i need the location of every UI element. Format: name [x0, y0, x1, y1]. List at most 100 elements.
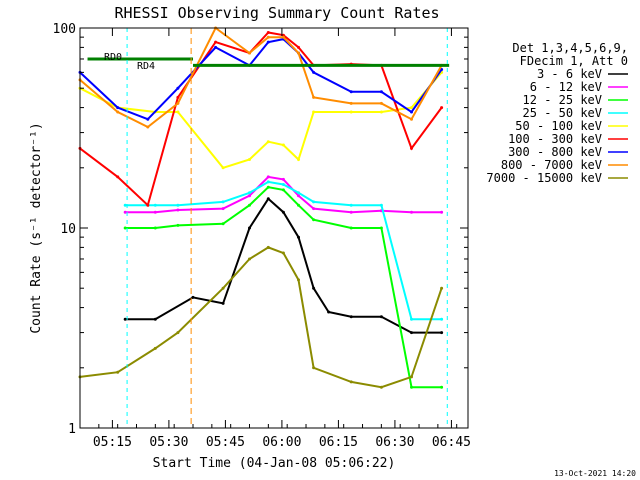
series-6-point-10 — [349, 90, 353, 94]
series-2-point-6 — [281, 188, 285, 192]
series-8-point-3 — [176, 331, 180, 335]
y-axis-label: Count Rate (s⁻¹ detector⁻¹) — [29, 122, 44, 333]
series-6-point-2 — [146, 117, 150, 121]
series-1-point-9 — [349, 210, 353, 214]
series-1-point-0 — [123, 210, 127, 214]
series-3-point-3 — [221, 200, 225, 204]
legend-label-5: 100 - 300 keV — [508, 132, 602, 146]
series-2-point-11 — [410, 385, 413, 389]
series-1-point-12 — [440, 210, 444, 214]
series-3-point-2 — [176, 203, 180, 207]
series-1-point-7 — [297, 194, 300, 198]
chart-title: RHESSI Observing Summary Count Rates — [114, 4, 439, 22]
rd0-label: RD0 — [104, 52, 122, 63]
legend-label-3: 25 - 50 keV — [523, 106, 602, 120]
series-5-point-6 — [266, 31, 270, 34]
series-6-point-9 — [312, 70, 316, 74]
series-7-point-2 — [146, 125, 150, 129]
series-4-point-8 — [297, 158, 300, 161]
legend-header-line-2: FDecim 1, Att 0 — [520, 54, 628, 68]
series-4-point-6 — [266, 140, 270, 144]
x-tick-label-3: 06:00 — [262, 435, 301, 450]
series-7-point-12 — [410, 117, 413, 121]
rd-layer — [87, 28, 450, 428]
series-2-point-3 — [221, 222, 225, 226]
x-tick-label-4: 06:15 — [319, 435, 358, 450]
series-3-point-1 — [153, 203, 157, 207]
series-2-point-7 — [297, 203, 300, 207]
series-8-point-5 — [248, 257, 251, 261]
series-1-point-5 — [266, 175, 270, 179]
series-2-point-2 — [176, 223, 180, 227]
series-3-point-5 — [266, 180, 270, 184]
timestamp: 13-Oct-2021 14:20 — [554, 469, 636, 478]
series-3-point-9 — [349, 203, 353, 207]
series-0-point-3 — [221, 301, 225, 305]
series-2-point-9 — [349, 226, 353, 230]
series-1-point-3 — [221, 207, 225, 211]
series-1-point-2 — [176, 208, 180, 212]
series-3-point-10 — [379, 203, 383, 207]
axis-layer: 05:15 05:30 05:45 06:00 06:15 06:30 06:45 1 10 10… — [53, 22, 471, 450]
series-7-point-7 — [281, 35, 285, 39]
series-line-7 — [79, 26, 443, 129]
series-0-point-11 — [379, 315, 383, 319]
series-line-6 — [79, 38, 443, 121]
series-layer — [78, 26, 444, 389]
y-tick-label-0: 1 — [68, 422, 76, 437]
series-7-point-6 — [266, 35, 270, 39]
series-7-point-1 — [116, 110, 120, 114]
series-0-point-6 — [281, 210, 285, 214]
series-line-8 — [79, 246, 443, 389]
series-5-point-13 — [440, 106, 444, 110]
series-3-point-6 — [281, 183, 285, 186]
series-line-4 — [79, 71, 443, 169]
series-4-point-10 — [349, 110, 353, 114]
legend-label-4: 50 - 100 keV — [515, 119, 602, 133]
series-0-point-1 — [153, 317, 157, 321]
series-8-point-8 — [297, 278, 300, 282]
series-4-point-9 — [312, 110, 316, 114]
series-2-point-10 — [379, 226, 383, 230]
series-2-point-5 — [266, 185, 270, 189]
series-6-point-12 — [410, 110, 413, 114]
series-7-point-8 — [297, 51, 300, 55]
series-0-point-8 — [312, 286, 316, 290]
series-4-point-5 — [248, 158, 251, 161]
x-axis-label: Start Time (04-Jan-08 05:06:22) — [153, 456, 396, 471]
series-7-point-3 — [176, 101, 180, 105]
series-1-point-1 — [153, 210, 157, 214]
x-tick-label-2: 05:45 — [206, 435, 245, 450]
series-line-0 — [125, 197, 442, 334]
legend-label-8: 7000 - 15000 keV — [486, 171, 602, 185]
series-3-point-0 — [123, 203, 127, 207]
rd4-label: RD4 — [137, 61, 155, 72]
legend-header-line-1: Det 1,3,4,5,6,9, — [512, 41, 628, 55]
series-8-point-6 — [266, 245, 270, 249]
series-0-point-12 — [410, 331, 413, 335]
series-6-point-1 — [116, 106, 120, 110]
y-tick-label-2: 100 — [53, 22, 76, 37]
series-8-point-13 — [440, 286, 444, 290]
series-3-point-12 — [440, 317, 444, 321]
series-8-point-11 — [379, 385, 383, 389]
series-8-point-7 — [281, 251, 285, 255]
series-0-point-4 — [248, 226, 251, 230]
legend-label-7: 800 - 7000 keV — [501, 158, 602, 172]
legend-label-6: 300 - 800 keV — [508, 145, 602, 159]
series-7-point-9 — [312, 95, 316, 99]
series-2-point-8 — [312, 218, 316, 222]
series-0-point-0 — [123, 317, 127, 321]
series-8-point-10 — [349, 380, 353, 384]
x-tick-label-1: 05:30 — [149, 435, 188, 450]
legend-label-1: 6 - 12 keV — [530, 80, 602, 94]
series-5-point-8 — [297, 45, 300, 49]
legend-label-0: 3 - 6 keV — [537, 67, 602, 81]
x-tick-label-5: 06:30 — [375, 435, 414, 450]
series-6-point-6 — [266, 40, 270, 44]
series-2-point-1 — [153, 226, 157, 230]
x-tick-label-0: 05:15 — [93, 435, 132, 450]
series-6-point-4 — [214, 45, 218, 49]
series-5-point-2 — [146, 203, 150, 207]
